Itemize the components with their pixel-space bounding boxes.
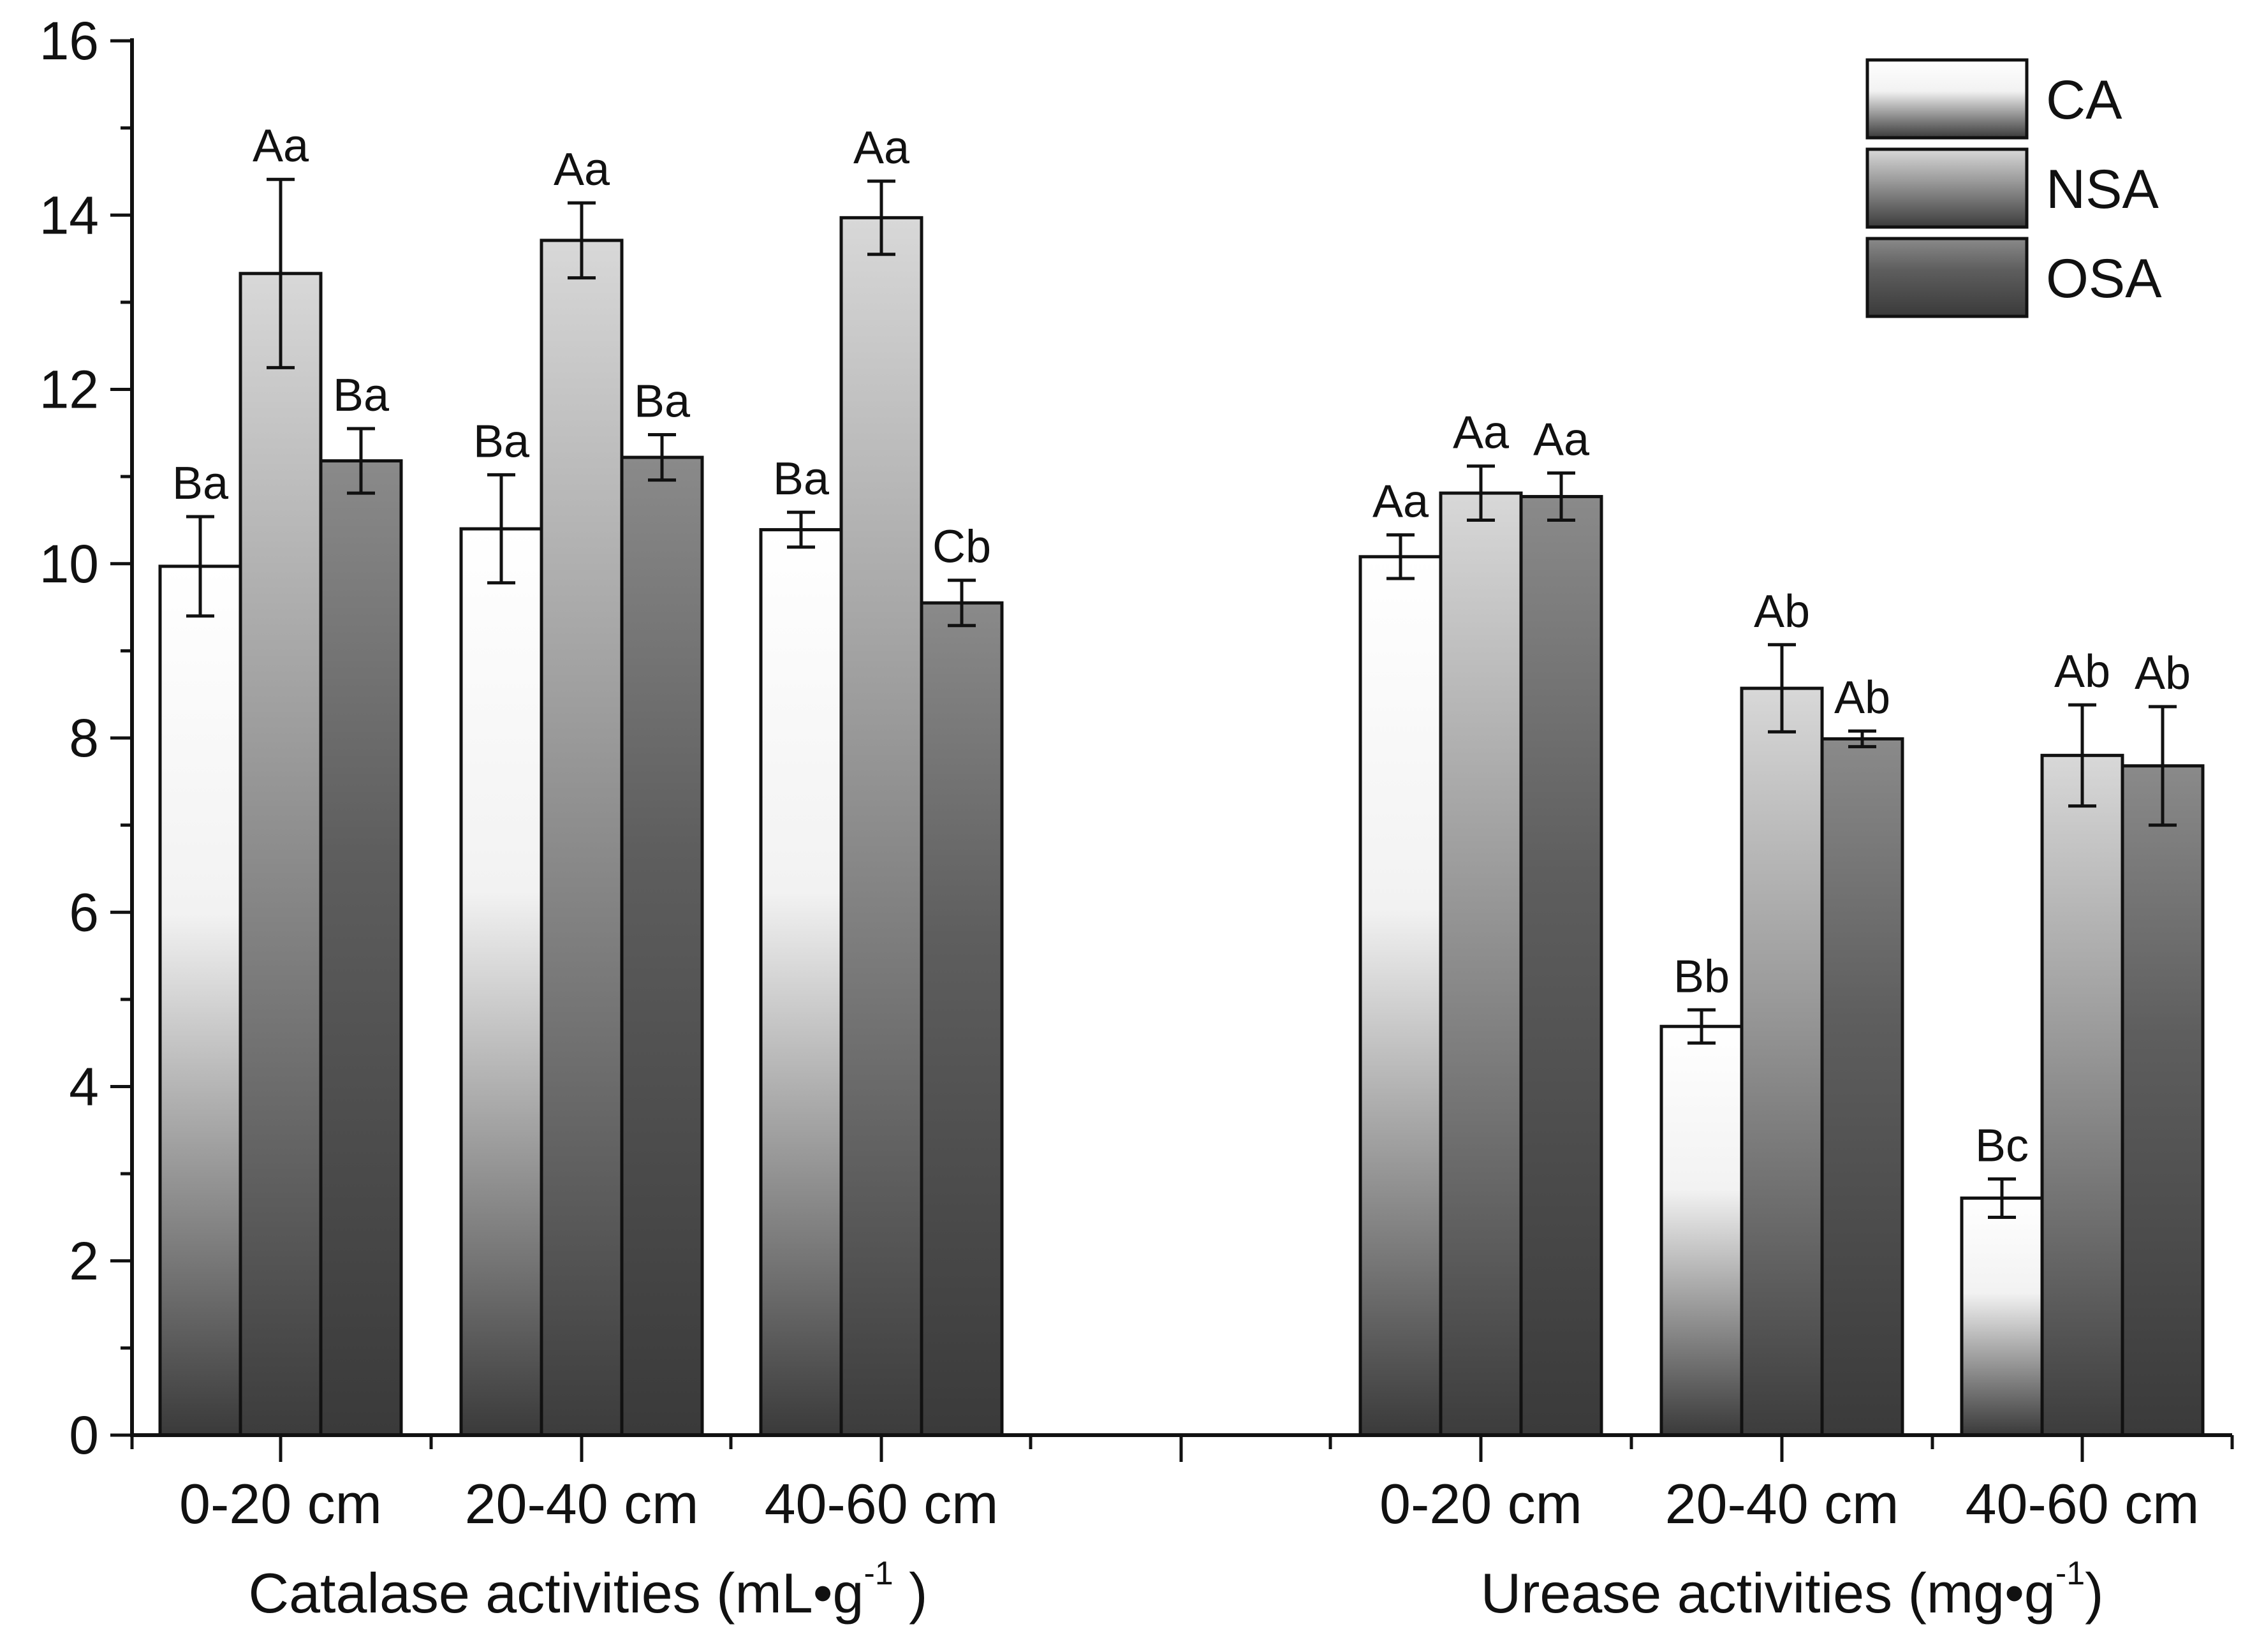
legend: CA NSA OSA [1865,58,2162,318]
y-tick-label: 2 [69,1231,99,1291]
error-bar [1467,464,1495,522]
labels-layer: Ba Aa Ba 0-20 cm Ba Aa Ba 20-40 cm Ba Aa Cb 40-60 c… [172,121,2199,1625]
category-label: 40-60 cm [1966,1472,2200,1535]
sig-label: Ba [172,458,229,509]
bar-ca-g1-c0 [1358,555,1443,1437]
bar-osa-g1-c2 [2121,764,2205,1437]
legend-swatch-nsa [1865,147,2029,229]
y-tick-label: 4 [69,1057,99,1117]
category-label: 20-40 cm [1665,1472,1899,1535]
bar-nsa-g1-c1 [1740,686,1824,1437]
sig-label: Aa [253,121,309,172]
error-bar [186,515,214,618]
legend-swatch-osa [1865,237,2029,318]
y-tick-label: 16 [40,11,99,71]
sig-label: Ab [2135,648,2191,699]
y-tick-label: 14 [40,185,99,245]
error-bar [487,473,515,585]
category-label: 20-40 cm [465,1472,699,1535]
bar-ca-g0-c0 [158,564,242,1437]
error-bar [1386,533,1415,580]
error-bar [948,579,976,628]
bar-ca-g0-c1 [459,527,543,1437]
error-bar [1768,643,1796,734]
axis-layer: 0 2 4 6 8 10 12 14 16 [40,11,2234,1465]
sig-label: Aa [1453,408,1510,459]
sig-label: Ab [1754,586,1810,637]
bar-nsa-g0-c2 [839,216,923,1437]
y-tick-label: 0 [69,1405,99,1465]
bar-osa-g1-c0 [1519,495,1603,1437]
error-bar [1688,1008,1716,1045]
category-label: 40-60 cm [765,1472,999,1535]
bar-ca-g1-c1 [1659,1024,1744,1437]
error-bar [1988,1177,2016,1219]
category-label: 0-20 cm [179,1472,382,1535]
error-bar [867,179,895,256]
error-bar [648,433,676,482]
y-tick-label: 8 [69,708,99,768]
error-bar [568,201,596,280]
sig-label: Aa [1372,476,1429,527]
category-label: 0-20 cm [1379,1472,1582,1535]
bar-ca-g1-c2 [1960,1196,2044,1437]
bar-nsa-g0-c1 [540,239,624,1437]
y-tick-label: 12 [40,360,99,420]
error-bar [347,427,375,495]
sig-label: Bc [1975,1120,2029,1171]
sig-label: Aa [853,122,910,173]
bar-nsa-g1-c0 [1439,491,1523,1437]
bar-osa-g1-c1 [1820,737,1904,1437]
sig-label: Ab [2054,646,2110,697]
sig-label: Ba [773,454,830,505]
legend-label-ca: CA [2046,70,2122,131]
bar-osa-g0-c0 [319,459,403,1437]
legend-label-nsa: NSA [2046,159,2159,220]
sig-label: Ba [473,416,530,467]
sig-label: Bb [1673,951,1730,1002]
bar-ca-g0-c2 [759,527,843,1437]
error-bar [2068,703,2096,808]
legend-swatch-ca [1865,58,2029,140]
sig-label: Ab [1834,672,1890,723]
y-tick-label: 10 [40,534,99,594]
error-bar [1848,729,1876,749]
error-bar [787,510,815,549]
error-bar [2149,705,2177,827]
sig-label: Cb [932,522,991,573]
bar-nsa-g0-c0 [239,272,323,1437]
sig-label: Ba [333,370,390,421]
group-label: Urease activities (mg•g-1) [1481,1555,2104,1625]
error-bar [267,177,295,369]
sig-label: Aa [1533,415,1590,466]
error-bar [1547,471,1575,522]
bar-osa-g0-c2 [920,601,1004,1437]
sig-label: Ba [634,376,691,427]
bar-nsa-g1-c2 [2040,753,2124,1437]
bars-layer [158,177,2205,1437]
bar-osa-g0-c1 [620,455,704,1437]
sig-label: Aa [554,144,610,195]
group-label: Catalase activities (mL•g-1 ) [249,1555,928,1625]
y-tick-label: 6 [69,882,99,942]
legend-label-osa: OSA [2046,248,2162,309]
